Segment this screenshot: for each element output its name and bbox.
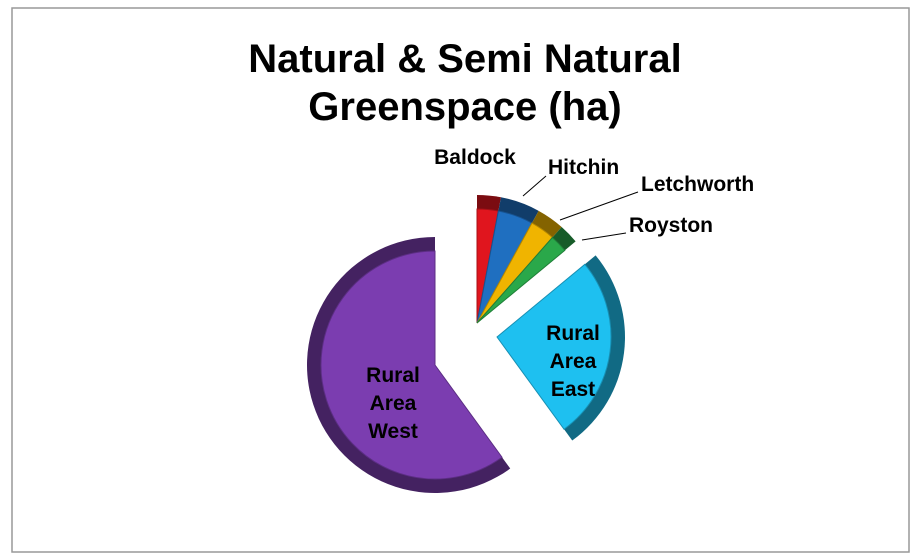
slice-label: Letchworth [641, 173, 754, 196]
leader-line [559, 191, 639, 221]
slice-label: Hitchin [548, 156, 619, 179]
slice-label: Rural Area West [366, 364, 420, 443]
slice-label: Baldock [434, 146, 516, 169]
slice-label: Royston [629, 214, 713, 237]
leader-line [522, 175, 547, 197]
slice [476, 236, 566, 324]
chart-title: Natural & Semi Natural Greenspace (ha) [248, 37, 681, 129]
slice [496, 263, 612, 430]
leader-line [581, 232, 627, 241]
slice-label: Rural Area East [546, 322, 600, 401]
slice [320, 250, 503, 480]
